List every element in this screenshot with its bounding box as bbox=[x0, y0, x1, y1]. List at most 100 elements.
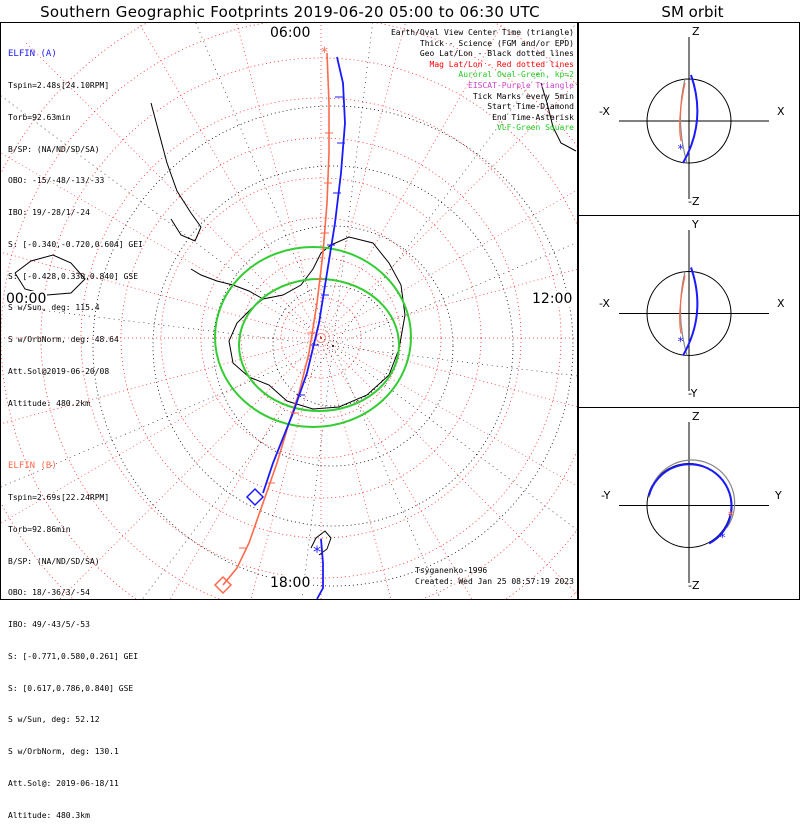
legend-item: Geo Lat/Lon - Black dotted lines bbox=[419, 49, 574, 59]
sm-panel-yz-top-label: Z bbox=[692, 410, 700, 423]
elfin-b-line: B/SP: (NA/ND/SD/SA) bbox=[8, 556, 100, 566]
sm-orbit-a bbox=[682, 267, 699, 356]
africa-coastline bbox=[540, 82, 577, 152]
sm-orbit-b-asterisk: * bbox=[727, 509, 734, 523]
legend-item: Tick Marks every 5min bbox=[472, 91, 574, 101]
mag-lon-line bbox=[320, 337, 577, 407]
sm-panel-yz-plot: ** bbox=[619, 422, 769, 583]
sm-panel-yz-left-label: -Y bbox=[601, 489, 611, 502]
elfin-b-start-diamond bbox=[213, 575, 233, 595]
page-title: Southern Geographic Footprints 2019-06-2… bbox=[40, 3, 540, 21]
sm-panel-xz-plot: * bbox=[619, 37, 769, 199]
legend-item: Earth/Oval View Center Time (triangle) bbox=[390, 28, 574, 37]
geo-lat-circle bbox=[272, 285, 394, 407]
sm-orbit-b bbox=[679, 275, 686, 334]
legend-item: Auroral Oval-Green, kp=2 bbox=[458, 70, 574, 80]
legend-item: EISCAT-Purple Triangle bbox=[468, 80, 574, 90]
credit-model: Tsyganenko-1996 bbox=[415, 566, 488, 575]
elfin-a-line: Altitude: 480.2km bbox=[8, 398, 90, 408]
elfin-a-line: Torb=92.63min bbox=[8, 112, 71, 122]
mag-lon-line bbox=[320, 337, 473, 599]
elfin-a-line: IBO: 19/-28/1/-24 bbox=[8, 208, 90, 218]
elfin-b-line: Altitude: 480.3km bbox=[8, 810, 90, 820]
elfin-b-end-asterisk: * bbox=[321, 45, 328, 61]
sm-panel-xy-bottom-label: -Y bbox=[688, 387, 698, 400]
new-zealand-coastline bbox=[310, 530, 332, 556]
sm-panel-xy-plot: * bbox=[619, 230, 769, 391]
sm-earth-circle bbox=[646, 78, 732, 164]
geo-lat-circle bbox=[92, 105, 574, 587]
geo-lon-line bbox=[1, 95, 334, 347]
elfin-a-line: OBO: -15/-48/-13/-33 bbox=[8, 176, 105, 186]
sm-panel-xy-left-label: -X bbox=[599, 297, 610, 310]
elfin-b-track bbox=[222, 52, 330, 586]
sm-orbit-a-asterisk: * bbox=[677, 335, 684, 349]
geo-lon-line bbox=[1, 345, 334, 488]
sm-orbit-a-asterisk: * bbox=[719, 531, 726, 545]
legend-item: Thick - Science (FGM and/or EPD) bbox=[419, 38, 574, 48]
geo-lon-line bbox=[332, 345, 441, 599]
sm-panel-xz-right-label: X bbox=[777, 105, 785, 118]
elfin-b-line: S w/Sun, deg: 52.12 bbox=[8, 715, 100, 725]
legend-item: VLF-Green Square bbox=[496, 123, 574, 133]
elfin-a-line: S w/Sun, deg: 115.4 bbox=[8, 303, 100, 313]
elfin-a-line: S: [-0.428,0.330,0.840] GSE bbox=[8, 271, 139, 281]
elfin-b-line: Tspin=2.69s[22.24RPM] bbox=[8, 492, 110, 502]
south-america-coastline bbox=[150, 102, 202, 242]
auroral-oval-outer bbox=[214, 246, 412, 428]
sm-panel-xz-top-label: Z bbox=[692, 25, 700, 38]
sm-panel-xz-left-label: -X bbox=[599, 105, 610, 118]
sm-orbit-gray bbox=[679, 78, 688, 164]
elfin-a-line: S w/OrbNorm, deg: 48.64 bbox=[8, 335, 119, 345]
elfin-b-line: Att.Sol@: 2019-06-18/11 bbox=[8, 779, 119, 788]
time-label-right: 12:00 bbox=[531, 291, 574, 307]
sm-panel-yz: * * Z -Z -Y Y bbox=[578, 407, 800, 600]
sm-panel-yz-right-label: Y bbox=[775, 489, 782, 502]
sm-earth-circle bbox=[646, 271, 732, 356]
credit: Tsyganenko-1996 Created: Wed Jan 25 08:57… bbox=[415, 566, 574, 587]
elfin-a-line: Tspin=2.48s[24.10RPM] bbox=[8, 80, 110, 90]
elfin-b-info: ELFIN (B) Tspin=2.69s[22.24RPM] Torb=92.… bbox=[8, 440, 138, 832]
elfin-a-start-diamond bbox=[245, 487, 265, 507]
sm-orbit-b bbox=[679, 82, 686, 142]
time-label-bottom: 18:00 bbox=[269, 575, 312, 591]
elfin-a-track bbox=[262, 56, 346, 494]
geo-lon-line bbox=[332, 23, 577, 347]
sm-panel-yz-bottom-label: -Z bbox=[688, 579, 700, 592]
mag-lon-line bbox=[320, 337, 577, 487]
time-label-left: 00:00 bbox=[5, 291, 48, 307]
sm-panel-xy: * Y -Y -X X bbox=[578, 215, 800, 408]
time-label-top: 06:00 bbox=[269, 25, 312, 41]
elfin-b-name: ELFIN (B) bbox=[8, 461, 57, 472]
geo-lon-line bbox=[195, 23, 334, 347]
footprint-map-frame: * * 06:00 00:00 12:00 18:00 bbox=[0, 22, 578, 600]
geo-lon-line bbox=[332, 242, 577, 347]
sm-panel-xz-bottom-label: -Z bbox=[688, 195, 700, 208]
map-legend: Earth/Oval View Center Time (triangle) T… bbox=[391, 28, 574, 134]
footprint-map: ** bbox=[1, 23, 577, 599]
geo-lat-circle bbox=[212, 225, 454, 467]
geo-lon-line bbox=[301, 345, 334, 599]
legend-item: Mag Lat/Lon - Red dotted lines bbox=[429, 59, 575, 69]
elfin-a-info: ELFIN (A) Tspin=2.48s[24.10RPM] Torb=92.… bbox=[8, 28, 143, 420]
elfin-a-line: Att.Sol@2019-06-20/08 bbox=[8, 367, 110, 376]
elfin-a-track-end bbox=[316, 538, 324, 599]
elfin-a-name: ELFIN (A) bbox=[8, 49, 57, 60]
sm-orbit-gray bbox=[648, 459, 736, 528]
geo-lon-line bbox=[332, 345, 577, 531]
elfin-b-line: S: [0.617,0.786,0.840] GSE bbox=[8, 683, 134, 693]
sm-orbit-a-asterisk: * bbox=[677, 142, 684, 156]
elfin-b-line: S w/OrbNorm, deg: 130.1 bbox=[8, 747, 119, 757]
elfin-a-end-asterisk: * bbox=[313, 542, 321, 561]
sm-panel-xy-top-label: Y bbox=[692, 218, 699, 231]
elfin-b-line: OBO: 18/-36/3/-54 bbox=[8, 588, 90, 598]
sm-orbit-title: SM orbit bbox=[661, 3, 724, 21]
credit-created: Created: Wed Jan 25 08:57:19 2023 bbox=[415, 576, 574, 586]
geo-lon-line bbox=[332, 345, 577, 377]
geo-lon-line bbox=[1, 304, 334, 347]
sm-orbit-a bbox=[682, 74, 699, 164]
mag-lon-line bbox=[320, 269, 577, 339]
sm-orbit-a bbox=[648, 463, 733, 545]
elfin-b-line: Torb=92.86min bbox=[8, 524, 71, 534]
antarctica-coastline bbox=[228, 236, 406, 410]
